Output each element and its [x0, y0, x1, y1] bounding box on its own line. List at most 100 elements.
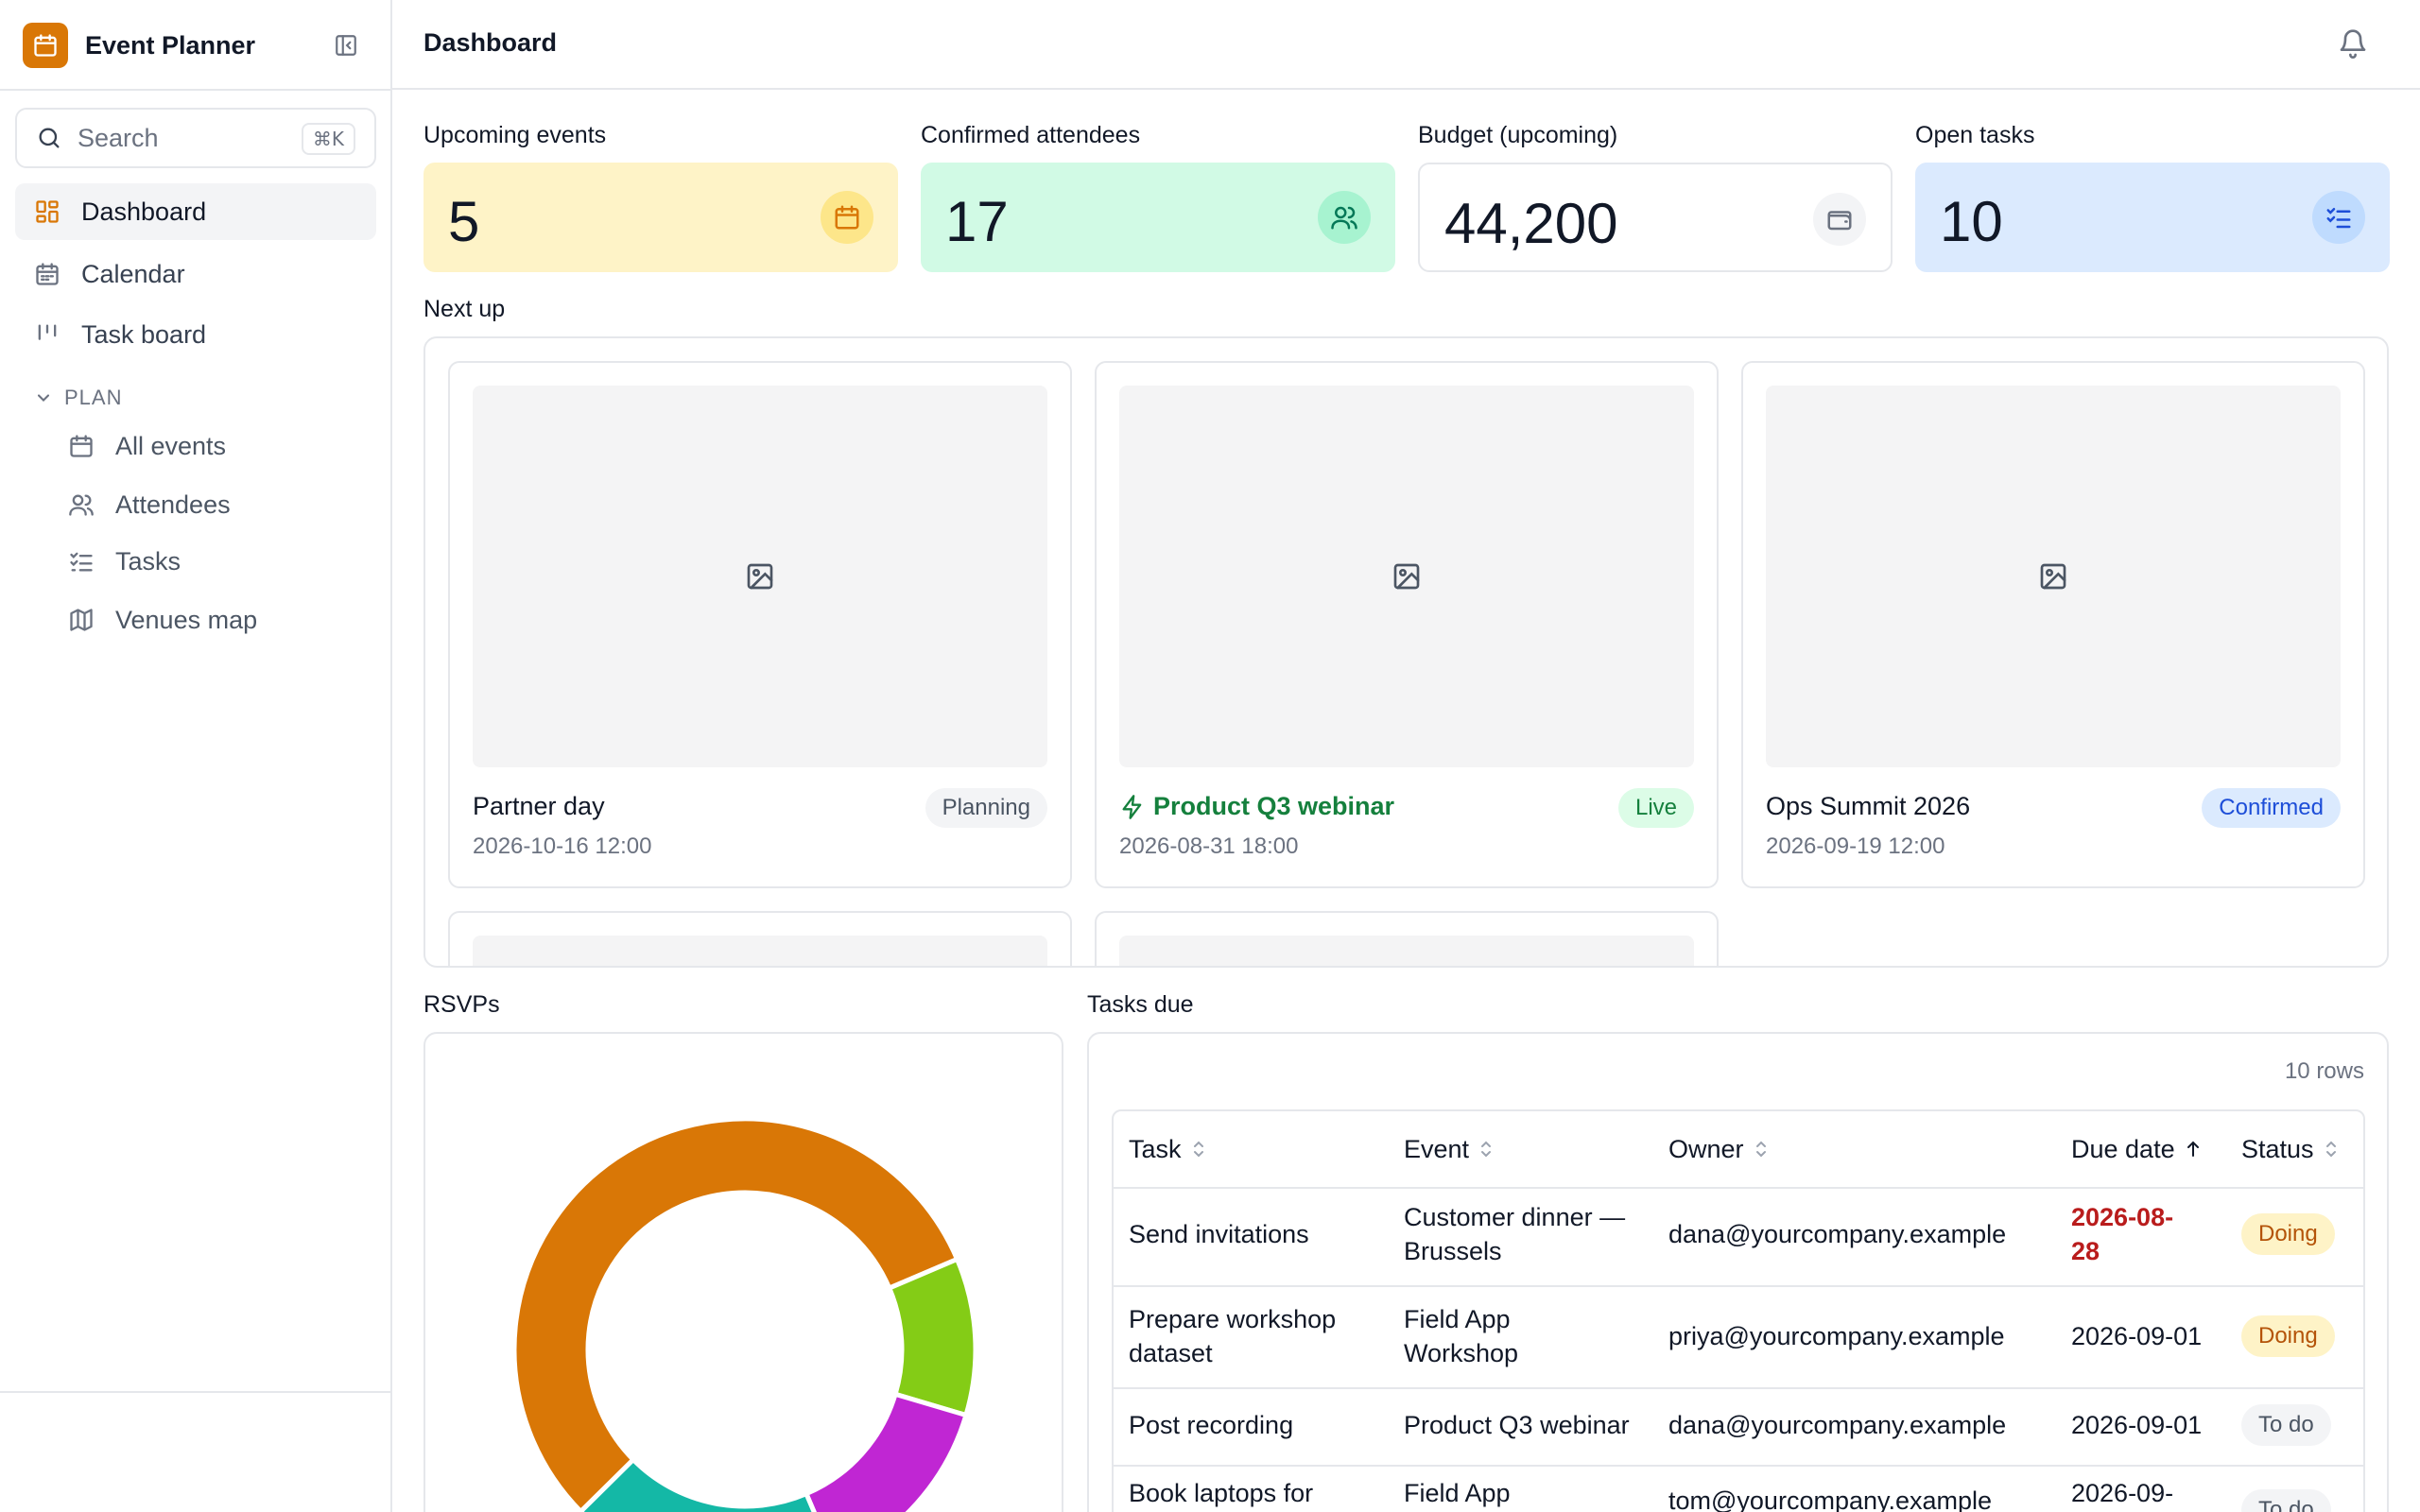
- sidebar-item-dashboard[interactable]: Dashboard: [15, 183, 376, 240]
- sidebar-toggle-icon[interactable]: [331, 30, 361, 60]
- sort-icon: [1481, 1141, 1492, 1158]
- kpi-value: 17: [945, 190, 1009, 253]
- event-card[interactable]: Product Q3 webinar 2026-08-31 18:00 Live: [1095, 361, 1719, 888]
- kpi-label: Upcoming events: [424, 122, 607, 148]
- column-label: Event: [1404, 1134, 1470, 1163]
- sort-icon: [2325, 1141, 2336, 1158]
- cell-line: 28: [2071, 1237, 2100, 1265]
- divider: [0, 1391, 392, 1393]
- tasks-table: Task Event Owner Due date Status Send in…: [1112, 1109, 2365, 1512]
- app-title: Event Planner: [85, 30, 256, 60]
- kpi-value: 5: [448, 190, 480, 253]
- search-input[interactable]: Search ⌘K: [15, 108, 376, 168]
- kpi-card-open-tasks: 10: [1915, 163, 2390, 272]
- sidebar-item-label: All events: [115, 431, 227, 460]
- image-placeholder: [473, 386, 1047, 767]
- chevron-down-icon: [37, 394, 50, 402]
- event-card[interactable]: Ops Summit 2026 2026-09-19 12:00 Confirm…: [1741, 361, 2365, 888]
- donut-slice[interactable]: [511, 1116, 960, 1512]
- column-header-task[interactable]: Task: [1129, 1111, 1206, 1187]
- cell-task: Book laptops for: [1129, 1479, 1314, 1507]
- sidebar-item-tasks[interactable]: Tasks: [49, 535, 376, 588]
- rsvp-chart-panel: [424, 1032, 1063, 1512]
- image-placeholder: [1119, 386, 1694, 767]
- divider: [0, 89, 392, 91]
- image-placeholder: [1766, 386, 2341, 767]
- section-title-next-up: Next up: [424, 296, 506, 322]
- sidebar-item-label: Venues map: [115, 605, 258, 634]
- top-bar: Dashboard: [392, 0, 2420, 90]
- cell-task: Send invitations: [1129, 1220, 1309, 1248]
- users-icon: [1318, 191, 1371, 244]
- checklist-icon: [70, 552, 93, 572]
- arrow-up-icon: [2187, 1141, 2199, 1157]
- bell-icon[interactable]: [2338, 28, 2372, 62]
- event-date: 2026-09-19 12:00: [1766, 833, 1945, 859]
- cell-event: Customer dinner — Brussels: [1404, 1200, 1625, 1268]
- cell-line: Workshop: [1404, 1339, 1519, 1367]
- search-shortcut: ⌘K: [301, 123, 355, 155]
- sidebar-item-attendees[interactable]: Attendees: [49, 478, 376, 531]
- kpi-label: Budget (upcoming): [1418, 122, 1618, 148]
- sidebar-item-all-events[interactable]: All events: [49, 420, 376, 472]
- kpi-value: 10: [1940, 190, 2003, 253]
- lightning-icon: [1122, 794, 1142, 819]
- event-title: Product Q3 webinar: [1153, 792, 1395, 820]
- cell-line: Prepare workshop: [1129, 1305, 1337, 1333]
- calendar-logo-icon: [23, 23, 68, 68]
- status-badge: Doing: [2241, 1315, 2335, 1357]
- kpi-card-budget: 44,200: [1418, 163, 1893, 272]
- event-card[interactable]: [1095, 911, 1719, 966]
- search-icon: [39, 128, 60, 148]
- sort-icon: [1755, 1141, 1766, 1158]
- calendar-icon: [36, 263, 59, 285]
- column-label: Due date: [2071, 1134, 2175, 1163]
- divider: [1114, 1285, 2363, 1287]
- cell-due-date: 2026-08- 28: [2071, 1200, 2173, 1268]
- cell-due-date: 2026-09-: [2071, 1479, 2174, 1507]
- status-badge: To do: [2241, 1489, 2331, 1512]
- search-placeholder: Search: [78, 123, 159, 152]
- column-header-due-date[interactable]: Due date: [2071, 1111, 2202, 1187]
- cell-line: Customer dinner —: [1404, 1203, 1626, 1231]
- section-title-rsvps: RSVPs: [424, 991, 500, 1018]
- image-icon: [1393, 563, 1420, 590]
- status-badge: Confirmed: [2202, 788, 2341, 828]
- map-icon: [70, 609, 93, 631]
- kpi-card-confirmed-attendees: 17: [921, 163, 1395, 272]
- donut-slice[interactable]: [803, 1391, 969, 1512]
- cell-line: 2026-08-: [2071, 1203, 2174, 1231]
- sidebar: Event Planner Search ⌘K Dashboard Calend…: [0, 0, 392, 1512]
- sidebar-item-calendar[interactable]: Calendar: [15, 246, 376, 302]
- wallet-icon: [1813, 193, 1866, 246]
- kpi-label: Open tasks: [1915, 122, 2035, 148]
- donut-slice[interactable]: [886, 1256, 978, 1418]
- sidebar-item-venues-map[interactable]: Venues map: [49, 593, 376, 646]
- status-badge: Doing: [2241, 1213, 2335, 1255]
- section-plan-toggle[interactable]: PLAN: [34, 386, 122, 410]
- column-label: Owner: [1668, 1134, 1744, 1163]
- event-card[interactable]: Partner day 2026-10-16 12:00 Planning: [448, 361, 1072, 888]
- calendar-icon: [70, 435, 93, 457]
- kanban-icon: [38, 324, 57, 340]
- cell-line: dataset: [1129, 1339, 1213, 1367]
- column-label: Task: [1129, 1134, 1182, 1163]
- rsvp-donut-chart: [511, 1116, 978, 1512]
- image-icon: [2040, 563, 2066, 590]
- event-date: 2026-10-16 12:00: [473, 833, 652, 859]
- cell-event: Product Q3 webinar: [1404, 1411, 1630, 1439]
- image-icon: [747, 563, 773, 590]
- users-icon: [69, 494, 94, 516]
- column-label: Status: [2241, 1134, 2314, 1163]
- cell-task: Post recording: [1129, 1411, 1294, 1439]
- sidebar-item-task-board[interactable]: Task board: [15, 306, 376, 363]
- cell-event: Field App: [1404, 1479, 1511, 1507]
- event-card[interactable]: [448, 911, 1072, 966]
- sidebar-item-label: Calendar: [81, 259, 185, 288]
- event-date: 2026-08-31 18:00: [1119, 833, 1299, 859]
- sidebar-item-label: Tasks: [115, 546, 182, 576]
- sidebar-item-label: Task board: [81, 319, 207, 349]
- column-header-owner[interactable]: Owner: [1668, 1111, 1769, 1187]
- column-header-status[interactable]: Status: [2241, 1111, 2339, 1187]
- column-header-event[interactable]: Event: [1404, 1111, 1494, 1187]
